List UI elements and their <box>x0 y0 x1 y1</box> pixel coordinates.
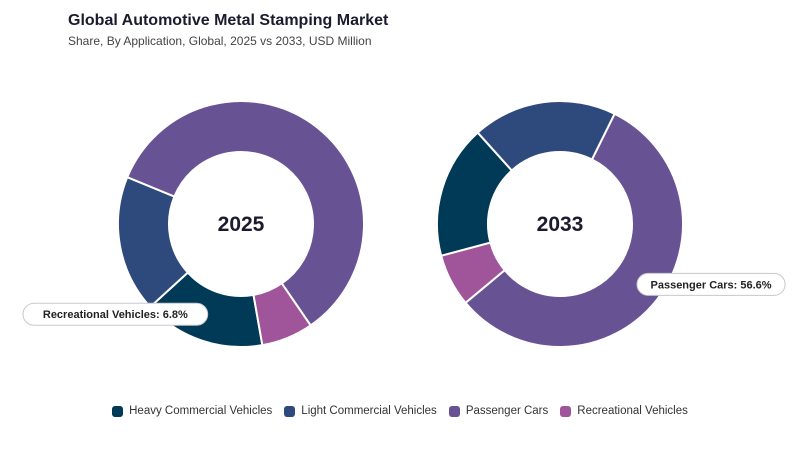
legend-item-passenger-cars[interactable]: Passenger Cars <box>448 405 549 417</box>
center-label-2025: 2025 <box>218 213 265 236</box>
legend-swatch <box>112 405 124 417</box>
legend-item-recreational-vehicles[interactable]: Recreational Vehicles <box>560 405 688 417</box>
legend: Heavy Commercial Vehicles Light Commercia… <box>0 405 800 417</box>
legend-label: Light Commercial Vehicles <box>301 405 437 417</box>
legend-label: Passenger Cars <box>465 405 549 417</box>
callout-label: Recreational Vehicles: 6.8% <box>43 309 188 321</box>
legend-swatch <box>560 405 572 417</box>
legend-swatch <box>448 405 460 417</box>
center-label-2033: 2033 <box>537 213 584 236</box>
slice-2025-passenger-cars[interactable] <box>125 100 365 327</box>
callout-box <box>636 272 786 296</box>
slice-2033-passenger-cars[interactable] <box>464 112 684 348</box>
chart-title: Global Automotive Metal Stamping Market <box>68 12 389 29</box>
legend-label: Heavy Commercial Vehicles <box>129 405 273 417</box>
legend-label: Recreational Vehicles <box>577 405 688 417</box>
legend-item-light-commercial-vehicles[interactable]: Light Commercial Vehicles <box>284 405 437 417</box>
callout-box <box>22 302 209 326</box>
slice-2033-recreational-vehicles[interactable] <box>439 241 507 305</box>
callout-2025: Recreational Vehicles: 6.8% <box>22 302 209 326</box>
callout-label: Passenger Cars: 56.6% <box>651 279 772 291</box>
callout-2033: Passenger Cars: 56.6% <box>636 272 786 296</box>
legend-swatch <box>284 405 296 417</box>
slice-2025-recreational-vehicles[interactable] <box>252 281 313 347</box>
legend-item-heavy-commercial-vehicles[interactable]: Heavy Commercial Vehicles <box>112 405 272 417</box>
chart-subtitle: Share, By Application, Global, 2025 vs 2… <box>68 34 372 48</box>
